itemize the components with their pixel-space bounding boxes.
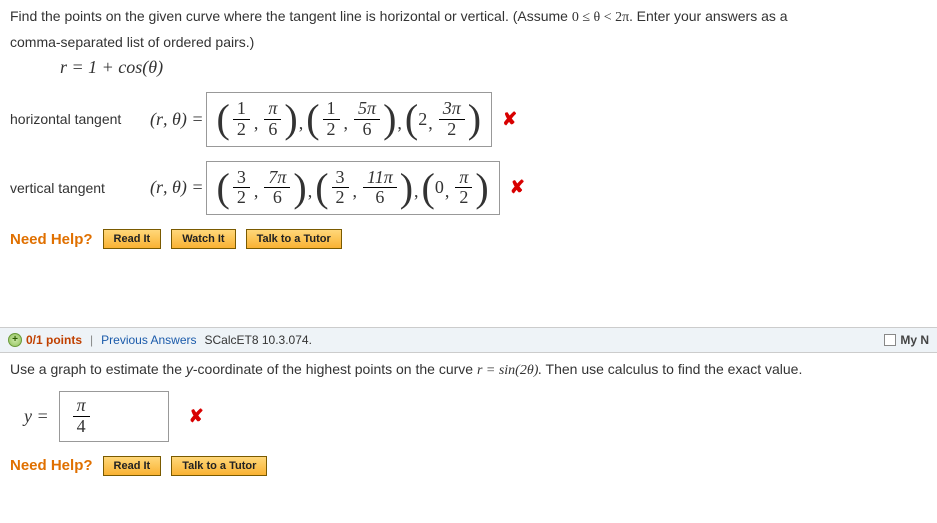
q1-equation-text: r = 1 + cos(θ) [60, 57, 163, 78]
q1-equation: r = 1 + cos(θ) [60, 57, 927, 78]
h2bden: 6 [359, 120, 376, 140]
v-ans-math: ( 32 , 7π6 ) , ( 32 , 11π6 ) , ( 0 , π2 … [217, 168, 489, 209]
bar-left: + 0/1 points | Previous Answers SCalcET8… [8, 333, 312, 347]
q2-y: y [186, 361, 193, 377]
read-it-button[interactable]: Read It [103, 229, 162, 249]
eq-sign-v: = [191, 177, 203, 198]
talk-to-tutor-button[interactable]: Talk to a Tutor [246, 229, 342, 249]
v1bden: 6 [269, 188, 286, 208]
y-num: π [73, 396, 90, 417]
q2-a: Use a graph to estimate the [10, 361, 186, 377]
need-help-label: Need Help? [10, 457, 93, 474]
question-2: Use a graph to estimate the y-coordinate… [0, 353, 937, 494]
read-it-button[interactable]: Read It [103, 456, 162, 476]
prompt-condition: 0 ≤ θ < 2π. [572, 10, 633, 25]
prompt-part-b: Enter your answers as a [637, 8, 788, 24]
prompt-part-a: Find the points on the given curve where… [10, 8, 568, 24]
lhs-r: r [156, 109, 163, 130]
lhs-r-v: r [156, 177, 163, 198]
y-ans-math: π 4 [70, 396, 93, 437]
h1aden: 2 [233, 120, 250, 140]
horizontal-tangent-answer-box[interactable]: ( 12 , π6 ) , ( 12 , 5π6 ) , ( 2 , 3π2 [206, 92, 493, 147]
v1bnum: 7π [264, 168, 290, 189]
need-help-row-q1: Need Help? Read It Watch It Talk to a Tu… [10, 229, 927, 249]
bar-sep: | [90, 333, 93, 347]
h3a: 2 [418, 109, 427, 130]
v2bnum: 11π [363, 168, 397, 189]
watch-it-button[interactable]: Watch It [171, 229, 235, 249]
mynotes-label: My N [900, 333, 929, 347]
my-notes[interactable]: My N [884, 333, 929, 347]
expand-icon[interactable]: + [8, 333, 22, 347]
wrong-icon: ✘ [510, 177, 525, 198]
q1-prompt-line1: Find the points on the given curve where… [10, 6, 927, 28]
v3bnum: π [455, 168, 472, 189]
y-answer-row: y = π 4 ✘ [24, 391, 927, 442]
points-text: 0/1 points [26, 333, 82, 347]
v1aden: 2 [233, 188, 250, 208]
need-help-label: Need Help? [10, 231, 93, 248]
rtheta-lhs-vert: (r, θ) = [150, 177, 204, 198]
v1anum: 3 [233, 168, 250, 189]
reference-text: SCalcET8 10.3.074. [205, 333, 312, 347]
h3bnum: 3π [439, 99, 465, 120]
y-lhs: y = [24, 406, 49, 427]
horizontal-tangent-label: horizontal tangent [10, 111, 150, 127]
vertical-tangent-answer-box[interactable]: ( 32 , 7π6 ) , ( 32 , 11π6 ) , ( 0 , π2 … [206, 161, 500, 216]
h3bden: 2 [443, 120, 460, 140]
h2bnum: 5π [354, 99, 380, 120]
rtheta-lhs-horiz: (r, θ) = [150, 109, 204, 130]
v3bden: 2 [455, 188, 472, 208]
h1bden: 6 [264, 120, 281, 140]
horizontal-tangent-row: horizontal tangent (r, θ) = ( 12 , π6 ) … [10, 92, 927, 147]
h-ans-math: ( 12 , π6 ) , ( 12 , 5π6 ) , ( 2 , 3π2 [217, 99, 482, 140]
q2-b: -coordinate of the highest points on the… [193, 361, 477, 377]
talk-to-tutor-button[interactable]: Talk to a Tutor [171, 456, 267, 476]
h1anum: 1 [233, 99, 250, 120]
v3a: 0 [435, 177, 444, 198]
mynotes-checkbox[interactable] [884, 334, 896, 346]
v2bden: 6 [371, 188, 388, 208]
vertical-tangent-label: vertical tangent [10, 180, 150, 196]
wrong-icon: ✘ [189, 406, 204, 427]
lhs-theta-v: θ [172, 177, 181, 198]
need-help-row-q2: Need Help? Read It Talk to a Tutor [10, 456, 927, 476]
y-den: 4 [73, 417, 90, 437]
lhs-theta: θ [172, 109, 181, 130]
question-1: Find the points on the given curve where… [0, 0, 937, 267]
vertical-tangent-row: vertical tangent (r, θ) = ( 32 , 7π6 ) ,… [10, 161, 927, 216]
v2anum: 3 [332, 168, 349, 189]
y-answer-box[interactable]: π 4 [59, 391, 169, 442]
previous-answers-link[interactable]: Previous Answers [101, 333, 196, 347]
h2anum: 1 [323, 99, 340, 120]
h2aden: 2 [323, 120, 340, 140]
q2-eq: r = sin(2θ). [477, 363, 542, 378]
q1-prompt-line2: comma-separated list of ordered pairs.) [10, 32, 927, 53]
eq-sign: = [191, 109, 203, 130]
q2-c: Then use calculus to find the exact valu… [542, 361, 802, 377]
q2-prompt: Use a graph to estimate the y-coordinate… [10, 359, 927, 381]
wrong-icon: ✘ [502, 109, 517, 130]
h1bnum: π [264, 99, 281, 120]
v2aden: 2 [332, 188, 349, 208]
question-header-bar: + 0/1 points | Previous Answers SCalcET8… [0, 327, 937, 353]
